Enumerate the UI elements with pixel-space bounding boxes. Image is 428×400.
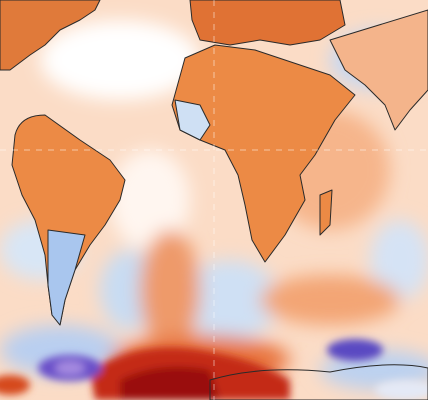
north-america	[0, 0, 101, 71]
patagonia-cool	[47, 229, 86, 326]
africa	[171, 44, 356, 263]
asia	[329, 9, 428, 131]
europe	[189, 0, 346, 46]
antarctica-coast	[209, 364, 428, 400]
madagascar	[319, 189, 333, 236]
west-africa-cool	[174, 99, 211, 141]
south-america	[11, 114, 126, 326]
anomaly-extremes	[0, 339, 428, 400]
